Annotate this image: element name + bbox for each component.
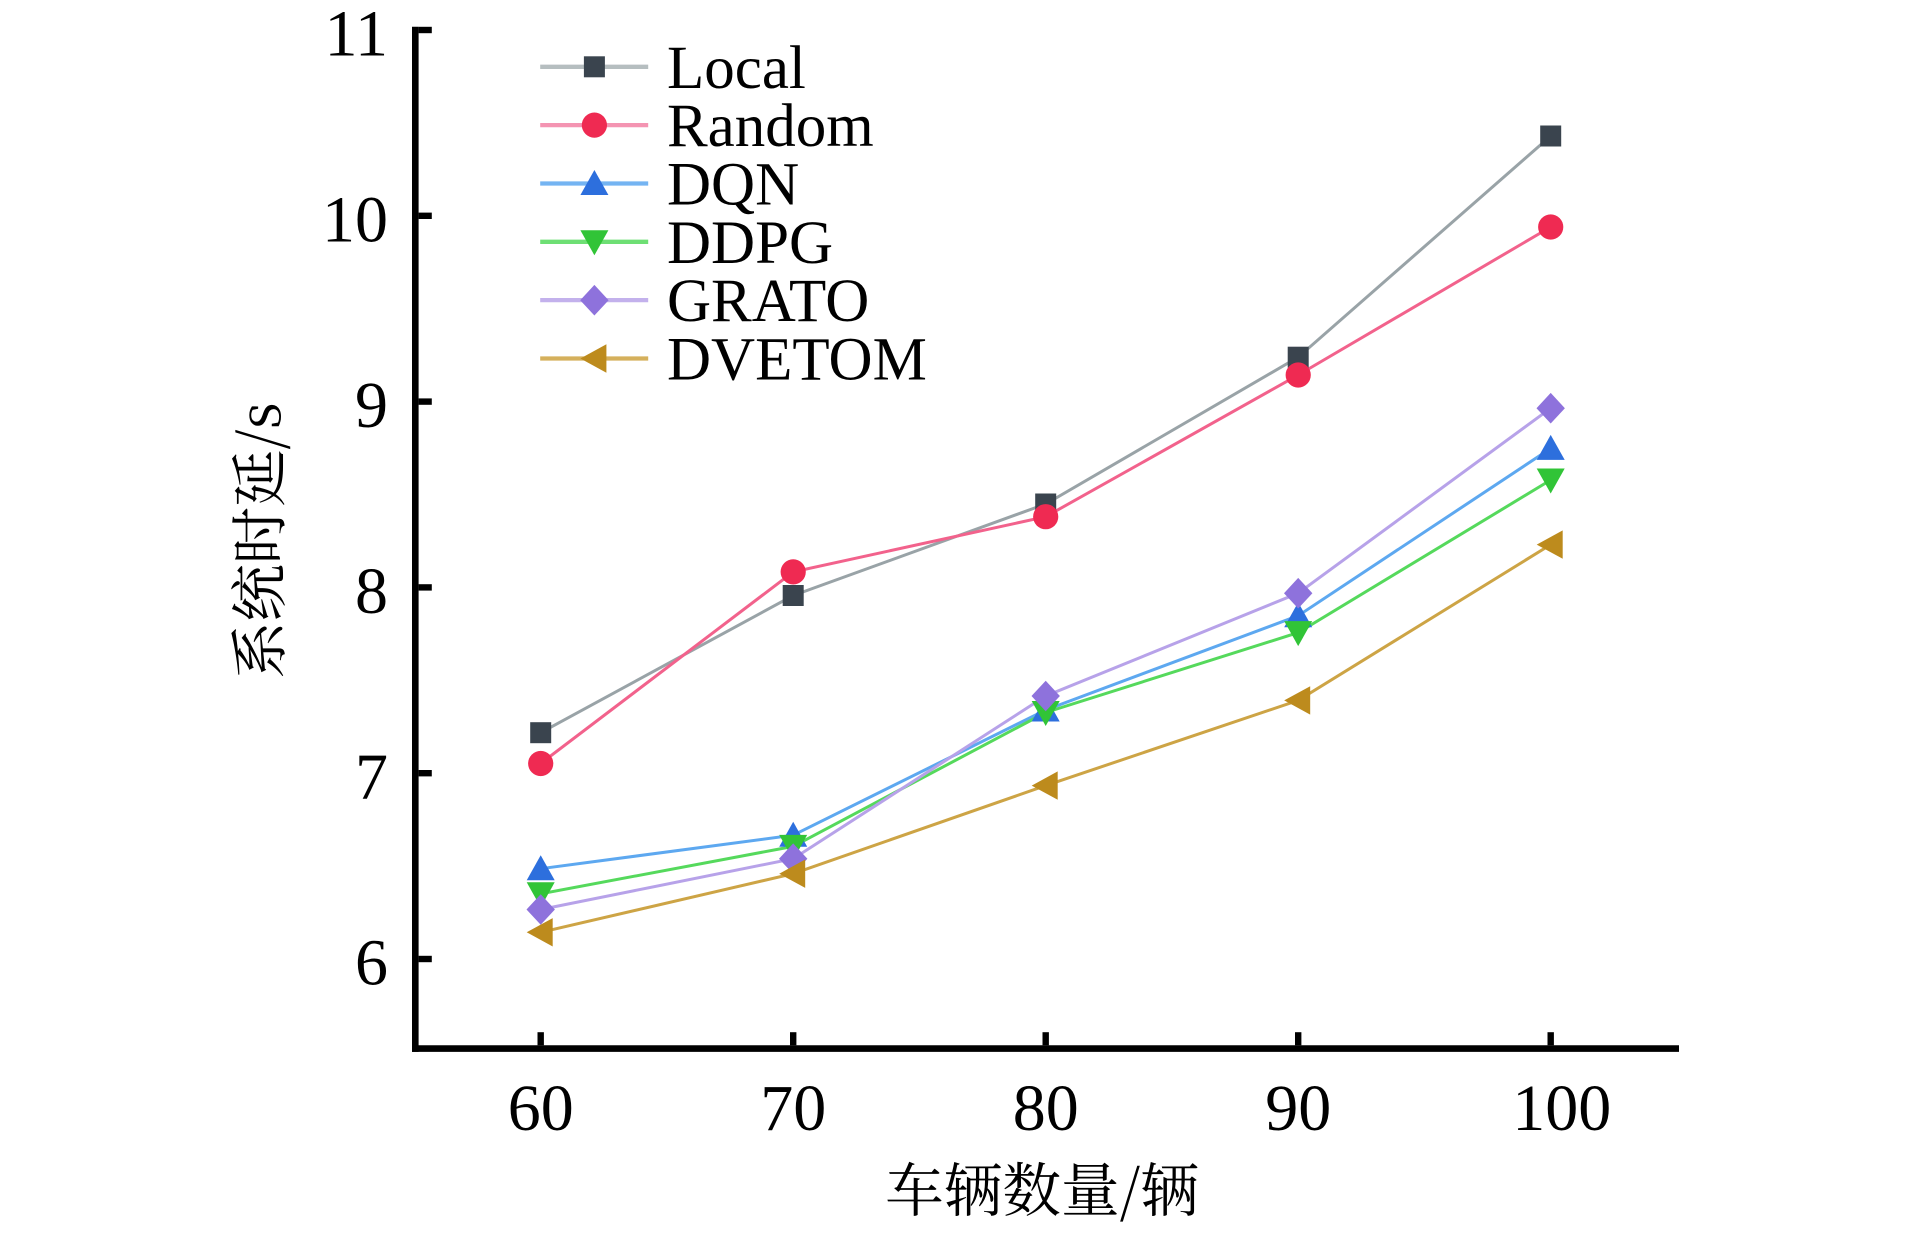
svg-text:9: 9: [355, 369, 388, 442]
svg-text:DDPG: DDPG: [667, 210, 833, 277]
svg-text:70: 70: [760, 1072, 826, 1145]
svg-text:60: 60: [508, 1072, 574, 1145]
svg-text:Local: Local: [667, 35, 806, 102]
svg-text:10: 10: [322, 183, 388, 256]
svg-text:80: 80: [1013, 1072, 1079, 1145]
svg-text:90: 90: [1265, 1072, 1331, 1145]
svg-text:DVETOM: DVETOM: [667, 327, 927, 394]
svg-text:8: 8: [355, 555, 388, 628]
svg-text:DQN: DQN: [667, 152, 799, 219]
svg-text:Random: Random: [667, 93, 874, 160]
svg-text:6: 6: [355, 927, 388, 1000]
svg-text:11: 11: [324, 0, 388, 71]
svg-text:100: 100: [1512, 1072, 1611, 1145]
svg-text:7: 7: [355, 741, 388, 814]
svg-text:GRATO: GRATO: [667, 268, 869, 335]
